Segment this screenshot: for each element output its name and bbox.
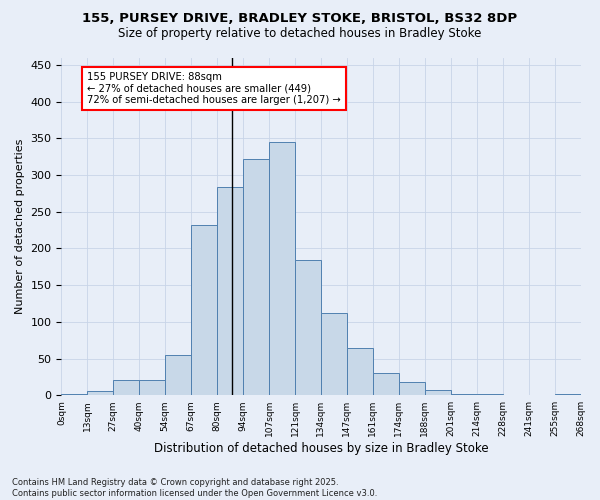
Text: 155, PURSEY DRIVE, BRADLEY STOKE, BRISTOL, BS32 8DP: 155, PURSEY DRIVE, BRADLEY STOKE, BRISTO… xyxy=(82,12,518,26)
Bar xyxy=(88,391,113,395)
Bar xyxy=(373,373,399,395)
X-axis label: Distribution of detached houses by size in Bradley Stoke: Distribution of detached houses by size … xyxy=(154,442,488,455)
Bar xyxy=(476,394,503,395)
Bar xyxy=(269,142,295,395)
Text: 155 PURSEY DRIVE: 88sqm
← 27% of detached houses are smaller (449)
72% of semi-d: 155 PURSEY DRIVE: 88sqm ← 27% of detache… xyxy=(88,72,341,106)
Bar xyxy=(451,394,476,395)
Bar xyxy=(165,355,191,395)
Bar xyxy=(217,188,243,395)
Bar xyxy=(61,394,88,395)
Bar xyxy=(113,380,139,395)
Bar xyxy=(347,348,373,395)
Bar xyxy=(243,159,269,395)
Y-axis label: Number of detached properties: Number of detached properties xyxy=(15,138,25,314)
Bar xyxy=(295,260,321,395)
Bar xyxy=(191,225,217,395)
Bar xyxy=(425,390,451,395)
Text: Size of property relative to detached houses in Bradley Stoke: Size of property relative to detached ho… xyxy=(118,28,482,40)
Text: Contains HM Land Registry data © Crown copyright and database right 2025.
Contai: Contains HM Land Registry data © Crown c… xyxy=(12,478,377,498)
Bar xyxy=(321,313,347,395)
Bar xyxy=(554,394,581,395)
Bar xyxy=(139,380,165,395)
Bar xyxy=(399,382,425,395)
